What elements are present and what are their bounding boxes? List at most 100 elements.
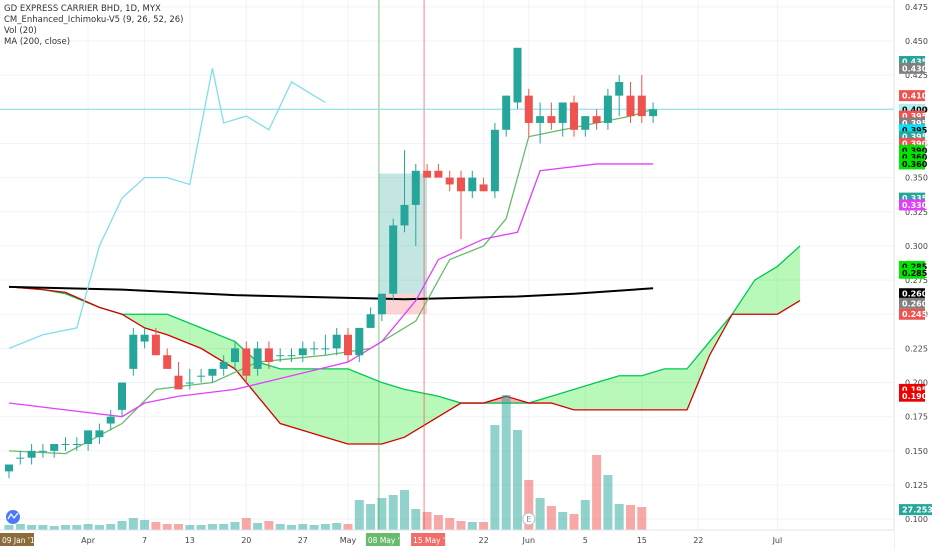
price-badge-7: 0.395: [899, 131, 928, 143]
price-badge-bg-3: [899, 103, 925, 115]
price-badge-bg-12: [899, 192, 925, 204]
cloud-segment-27: [687, 341, 710, 410]
volume-bar-6: [72, 525, 82, 530]
volume-bar-39: [445, 518, 455, 530]
cloud-segment-16: [438, 396, 461, 417]
price-badge-label-12: 0.335: [902, 194, 928, 203]
volume-bar-55: [626, 505, 635, 530]
position-target-zone: [378, 173, 428, 294]
date-badge-bg-0: [0, 533, 34, 546]
candle-55: [626, 81, 635, 123]
price-badge-label-10: 0.360: [902, 153, 928, 162]
price-badge-bg-14: [899, 260, 925, 272]
candle-body-13: [151, 334, 160, 356]
volume-bar-27: [309, 525, 319, 530]
cloud-segment-31: [777, 245, 800, 315]
candle-43: [490, 122, 499, 199]
candle-body-40: [457, 177, 465, 192]
y-tick-12: 0.175: [905, 413, 928, 422]
x-tick-11: Jul: [772, 536, 783, 545]
price-badge-bg-6: [899, 124, 925, 136]
x-tick-3: 20: [241, 536, 251, 545]
x-tick-10: 22: [693, 536, 703, 545]
price-badge-3: 0.400: [899, 103, 928, 115]
candle-body-11: [129, 334, 138, 369]
price-badge-label-13: 0.330: [902, 201, 928, 210]
candle-body-3: [38, 450, 47, 452]
candle-38: [434, 163, 443, 178]
volume-bar-26: [298, 524, 308, 530]
volume-bar-56: [637, 507, 647, 530]
candle-13: [151, 327, 160, 356]
x-tick-5: May: [340, 536, 357, 545]
cloud-segment-12: [325, 368, 348, 445]
candle-21: [242, 341, 251, 383]
candle-32: [366, 307, 375, 328]
candle-9: [106, 409, 115, 431]
volume-bar-8: [94, 525, 104, 530]
price-badge-bg-2: [899, 90, 925, 102]
candle-11: [129, 327, 138, 376]
volume-bar-50: [569, 514, 579, 530]
candle-body-44: [502, 95, 511, 130]
y-tick-6: 0.325: [905, 208, 928, 217]
volume-bar-33: [377, 498, 387, 530]
candle-body-29: [332, 334, 341, 349]
candle-28: [321, 334, 330, 356]
candle-15: [174, 362, 183, 390]
price-badge-label-19: 0.195: [902, 385, 928, 394]
candle-44: [502, 95, 511, 137]
price-badge-label-18: 0.245: [902, 310, 928, 319]
volume-bar-45: [513, 430, 522, 530]
candle-body-54: [615, 81, 624, 96]
price-badge-9: 0.390: [899, 144, 928, 156]
series-line-2: [8, 163, 654, 418]
logo-glyph: [7, 512, 19, 520]
candle-body-55: [626, 95, 635, 117]
candle-40: [457, 170, 465, 240]
candle-16: [185, 368, 194, 390]
cloud-segment-11: [302, 368, 326, 438]
date-badge-label-1: 08 May '20: [368, 536, 410, 545]
event-marker-circle-0: [522, 512, 536, 526]
candle-24: [276, 348, 285, 363]
candle-50: [570, 95, 578, 137]
candle-body-33: [377, 293, 386, 315]
price-badge-10: 0.360: [899, 151, 928, 163]
y-tick-0: 0.475: [905, 3, 928, 12]
candle-53: [603, 88, 612, 130]
price-badge-bg-19: [899, 383, 925, 395]
candle-39: [445, 170, 454, 192]
candle-0: [5, 464, 13, 479]
price-badge-bg-5: [899, 117, 925, 129]
candle-3: [38, 444, 47, 458]
price-badge-label-11: 0.360: [902, 160, 928, 169]
price-badge-bg-11: [899, 158, 925, 170]
price-badge-label-6: 0.395: [902, 126, 928, 135]
candle-body-49: [558, 102, 567, 123]
volume-bar-0: [4, 525, 14, 530]
candle-body-0: [5, 464, 13, 472]
candle-body-48: [547, 116, 556, 123]
candle-17: [197, 368, 206, 383]
candle-29: [332, 327, 341, 356]
candle-body-39: [445, 177, 454, 185]
candle-18: [208, 368, 217, 383]
volume-bar-4: [49, 526, 59, 530]
volume-bar-7: [83, 524, 93, 530]
candle-body-6: [72, 444, 81, 446]
candle-45: [513, 47, 522, 110]
volume-bar-34: [388, 495, 398, 530]
candle-body-50: [570, 102, 578, 130]
candle-body-42: [479, 184, 488, 192]
volume-bar-36: [411, 509, 421, 530]
price-badge-label-2: 0.410: [902, 92, 928, 101]
price-badge-label-16: 0.260: [902, 290, 928, 299]
x-tick-1: 7: [142, 536, 147, 545]
price-badge-label-8: 0.390: [902, 139, 928, 148]
price-axis: 0.4750.4500.4250.4000.3750.3500.3250.300…: [893, 0, 932, 550]
cloud-segment-25: [641, 368, 665, 410]
price-badge-label-21: 27.253M: [902, 506, 932, 515]
candle-body-51: [581, 116, 590, 130]
